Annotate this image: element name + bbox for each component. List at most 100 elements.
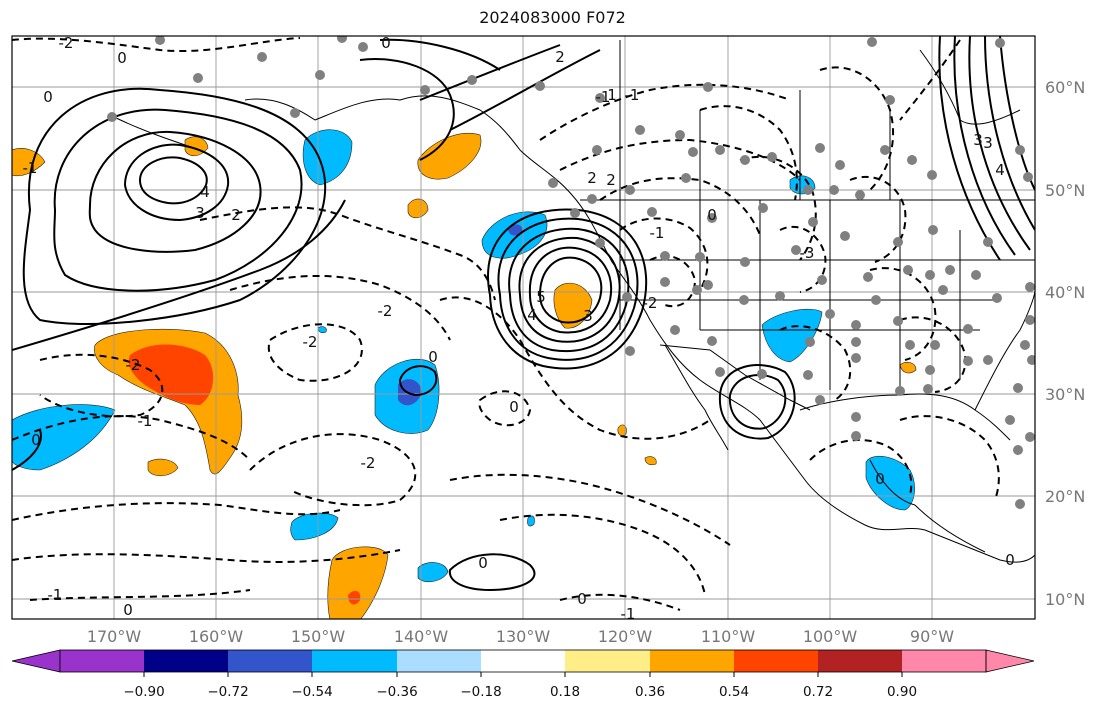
station-dot — [851, 337, 861, 347]
colorbar-extend-right — [985, 649, 1035, 673]
shade-orange-tiny-1 — [617, 424, 627, 437]
contour-labels: -2 0 -1 0 2 3 4 2 0 -2 -2 -1 -2 -1 0 -1 … — [23, 36, 1015, 619]
colorbar-tick-label: 0.72 — [803, 684, 833, 700]
contour-label: 0 — [875, 470, 885, 488]
station-dot — [815, 143, 825, 153]
station-dot — [840, 231, 850, 241]
contour-label: -1 — [138, 412, 153, 430]
colorbar-segment — [902, 650, 986, 672]
shade-orange-gulf-alaska — [417, 132, 482, 180]
station-dot — [548, 178, 558, 188]
dashed-contours — [12, 37, 1000, 611]
station-dot — [358, 42, 368, 52]
colorbar-segment — [312, 650, 397, 672]
shade-darkblue-subtropical — [398, 379, 422, 406]
colorbar-tick-label: 0.90 — [887, 684, 917, 700]
contour-label: 3 — [583, 307, 593, 325]
contour-label: 5 — [536, 288, 546, 306]
station-dot — [938, 285, 948, 295]
latitude-labels: 60°N 50°N 40°N 30°N 20°N 10°N — [1045, 78, 1085, 609]
station-dot — [930, 340, 940, 350]
colorbar-tick-label: −0.90 — [123, 684, 164, 700]
colorbar-segment — [228, 650, 312, 672]
contour-label: 0 — [577, 590, 587, 608]
station-dot — [805, 337, 815, 347]
contour-label: 0 — [43, 88, 53, 106]
station-dot — [775, 291, 785, 301]
contour-label: 2 — [606, 171, 616, 189]
station-dot — [155, 36, 165, 45]
shade-orange-small-1 — [147, 458, 179, 477]
shade-orange-tiny-3 — [899, 361, 917, 374]
lat-label: 10°N — [1045, 590, 1085, 609]
coast-baja — [664, 344, 729, 451]
lon-label: 160°W — [189, 627, 244, 646]
station-dot — [963, 324, 973, 334]
shade-orange-cutoff-low — [553, 282, 593, 329]
station-dot — [670, 325, 680, 335]
station-dot — [851, 431, 861, 441]
station-dot — [817, 275, 827, 285]
contour-label: -1 — [625, 86, 640, 104]
shade-orange-nw — [12, 148, 46, 177]
station-dot — [703, 82, 713, 92]
station-dot — [815, 395, 825, 405]
coast-central-america — [914, 504, 986, 553]
map-frame-background — [12, 36, 1035, 619]
station-dot — [903, 265, 913, 275]
station-dot — [1025, 315, 1035, 325]
coast-east-us — [974, 289, 1035, 411]
contour-label: -1 — [650, 224, 665, 242]
contour-label: -2 — [361, 454, 376, 472]
station-dot — [851, 353, 861, 363]
contour-label: 0 — [478, 554, 488, 572]
colorbar-tick-labels: −0.90 −0.72 −0.54 −0.36 −0.18 0.18 0.36 … — [123, 684, 917, 700]
contour-label: 0 — [428, 348, 438, 366]
station-dot — [1013, 445, 1023, 455]
contour-label: -2 — [126, 356, 141, 374]
lon-label: 130°W — [496, 627, 551, 646]
lat-label: 60°N — [1045, 78, 1085, 97]
lat-label: 50°N — [1045, 181, 1085, 200]
contour-label: 2 — [231, 206, 241, 224]
station-dot — [681, 173, 691, 183]
contour-label: -3 — [800, 244, 815, 262]
coast-gulf-of-mexico — [799, 393, 1011, 506]
station-dot — [905, 340, 915, 350]
contour-label: 0 — [31, 431, 41, 449]
station-dot — [983, 355, 993, 365]
station-dot — [803, 185, 813, 195]
station-dot — [971, 270, 981, 280]
contour-label: 2 — [555, 48, 565, 66]
station-dot — [923, 384, 933, 394]
station-dot — [595, 93, 605, 103]
station-dot — [863, 272, 873, 282]
contour-label: -2 — [303, 333, 318, 351]
graticule — [12, 36, 1035, 619]
shade-orange-tiny-2 — [644, 456, 657, 466]
station-dot — [625, 185, 635, 195]
station-dot — [420, 85, 430, 95]
longitude-labels: 170°W 160°W 150°W 140°W 130°W 120°W 110°… — [87, 627, 954, 646]
station-dot — [758, 203, 768, 213]
station-dot — [740, 257, 750, 267]
shade-orange-tropics — [327, 546, 389, 619]
plot-title: 2024083000 F072 — [479, 8, 626, 27]
station-dot — [835, 160, 845, 170]
colorbar-tick-label: −0.18 — [460, 684, 501, 700]
contour-label: 0 — [509, 398, 519, 416]
station-dot — [535, 81, 545, 91]
station-dot — [1015, 145, 1025, 155]
border-states-1 — [619, 200, 961, 390]
contour-label: -1 — [596, 88, 611, 106]
station-dot — [660, 277, 670, 287]
colorbar-tick-label: 0.36 — [635, 684, 665, 700]
station-dot — [963, 356, 973, 366]
station-dot — [791, 245, 801, 255]
lon-label: 140°W — [394, 627, 449, 646]
contour-label: 4 — [527, 306, 537, 324]
contour-label: 3 — [973, 131, 983, 149]
station-dot — [675, 130, 685, 140]
contour-label: 3 — [195, 204, 205, 222]
contour-label: 0 — [117, 49, 127, 67]
